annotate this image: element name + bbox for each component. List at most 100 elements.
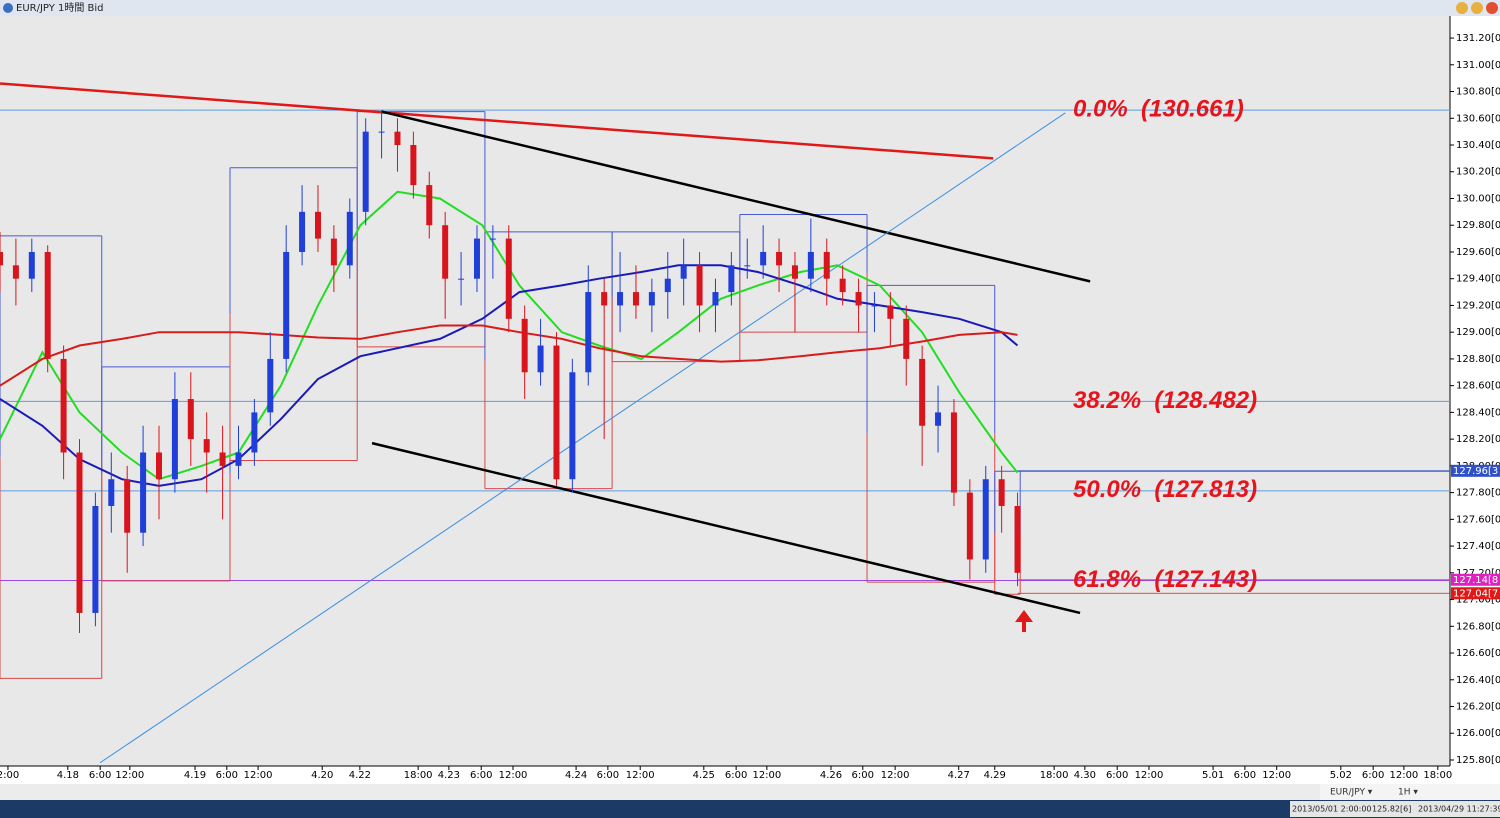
candle-body	[855, 292, 862, 306]
candle-body	[744, 265, 751, 267]
y-tick-label: 127.80[0	[1456, 488, 1500, 499]
candle-body	[330, 238, 337, 266]
x-tick-label: 12:00	[1262, 770, 1291, 781]
price-tag-label: 127.14[8	[1453, 575, 1498, 586]
candle-body	[728, 265, 735, 293]
x-tick-label: 4.23	[438, 770, 460, 781]
candle-body	[680, 265, 687, 279]
clock: 2013/04/29 11:27:39	[1418, 805, 1500, 814]
y-tick-label: 126.60[0	[1456, 648, 1500, 659]
trend-line	[0, 82, 994, 160]
candle-body	[807, 251, 814, 279]
candle-body	[982, 479, 989, 560]
minimize-button[interactable]	[1456, 2, 1468, 14]
y-tick-label: 127.40[0	[1456, 541, 1500, 552]
candle-body	[823, 251, 830, 279]
candle-body	[346, 211, 353, 266]
candle-body	[776, 251, 783, 266]
x-tick-label: 2:00	[0, 770, 19, 781]
trend-line	[371, 441, 1081, 615]
y-tick-label: 129.60[0	[1456, 247, 1500, 258]
y-tick-label: 126.80[0	[1456, 621, 1500, 632]
y-tick-label: 126.40[0	[1456, 675, 1500, 686]
window-title: EUR/JPY 1時間 Bid	[16, 2, 104, 14]
y-tick-label: 130.60[0	[1456, 113, 1500, 124]
fib-label: 61.8% (127.143)	[1073, 566, 1257, 593]
y-tick-label: 125.80[0	[1456, 755, 1500, 766]
candle-body	[155, 452, 162, 480]
y-tick-label: 129.80[0	[1456, 220, 1500, 231]
fib-label: 38.2% (128.482)	[1073, 387, 1257, 414]
x-tick-label: 4.20	[311, 770, 333, 781]
x-tick-label: 4.19	[184, 770, 206, 781]
candle-body	[505, 238, 512, 319]
x-tick-label: 12:00	[1135, 770, 1164, 781]
candle-body	[28, 251, 35, 279]
maximize-button[interactable]	[1471, 2, 1483, 14]
candle-body	[92, 505, 99, 613]
trend-line	[381, 110, 1091, 283]
candle-body	[950, 412, 957, 493]
candle-body	[44, 251, 51, 359]
price-tag	[1451, 464, 1500, 477]
candle-body	[537, 345, 544, 373]
candle-body	[553, 345, 560, 480]
candle-body	[887, 305, 894, 319]
price-tag-label: 127.96[3	[1453, 466, 1498, 477]
candle-body	[283, 251, 290, 359]
candle-body	[187, 399, 194, 440]
candle-body	[60, 358, 67, 453]
candle-body	[12, 265, 19, 279]
x-tick-label: 6:00	[1106, 770, 1128, 781]
candle-body	[919, 358, 926, 426]
candle-body	[569, 372, 576, 480]
candle-body	[1014, 505, 1021, 573]
candle-body	[998, 479, 1005, 506]
arrow-marker	[1015, 610, 1033, 632]
candle-body	[632, 292, 639, 306]
x-tick-label: 12:00	[499, 770, 528, 781]
price-tag-label: 127.04[7	[1453, 588, 1498, 599]
candle-body	[378, 131, 385, 133]
x-tick-label: 18:00	[1423, 770, 1452, 781]
candle-body	[362, 131, 369, 212]
status-bar	[1290, 801, 1500, 817]
x-tick-label: 5.02	[1330, 770, 1352, 781]
scroll-bar[interactable]	[0, 784, 1500, 800]
x-tick-label: 4.18	[57, 770, 79, 781]
y-tick-label: 126.20[0	[1456, 702, 1500, 713]
candle-body	[871, 305, 878, 307]
candle-body	[314, 211, 321, 239]
cursor-time: 2013/05/01 2:00:00	[1292, 805, 1372, 814]
symbol-select[interactable]: EUR/JPY ▾	[1330, 788, 1373, 798]
x-tick-label: 4.26	[820, 770, 842, 781]
candle-body	[171, 399, 178, 480]
y-tick-label: 128.20[0	[1456, 434, 1500, 445]
y-tick-label: 130.20[0	[1456, 167, 1500, 178]
candle-body	[760, 251, 767, 266]
x-tick-label: 12:00	[881, 770, 910, 781]
x-tick-label: 6:00	[470, 770, 492, 781]
fib-label: 50.0% (127.813)	[1073, 476, 1257, 503]
title-bar	[0, 0, 1500, 16]
x-tick-label: 4.24	[565, 770, 587, 781]
taskbar	[0, 800, 1500, 818]
x-tick-label: 6:00	[597, 770, 619, 781]
y-tick-label: 129.40[0	[1456, 274, 1500, 285]
y-tick-label: 130.00[0	[1456, 193, 1500, 204]
candle-body	[442, 225, 449, 279]
x-tick-label: 12:00	[626, 770, 655, 781]
toolbar	[1320, 784, 1500, 800]
x-tick-label: 6:00	[852, 770, 874, 781]
candle-body	[235, 452, 242, 466]
candle-body	[966, 492, 973, 560]
x-tick-label: 6:00	[1234, 770, 1256, 781]
y-tick-label: 127.60[0	[1456, 514, 1500, 525]
candle-body	[219, 452, 226, 466]
close-button[interactable]	[1486, 2, 1498, 14]
y-tick-label: 131.00[0	[1456, 60, 1500, 71]
candle-body	[394, 131, 401, 146]
period-select[interactable]: 1H ▾	[1398, 788, 1418, 798]
x-tick-label: 4.27	[948, 770, 970, 781]
price-tag	[1451, 573, 1500, 586]
